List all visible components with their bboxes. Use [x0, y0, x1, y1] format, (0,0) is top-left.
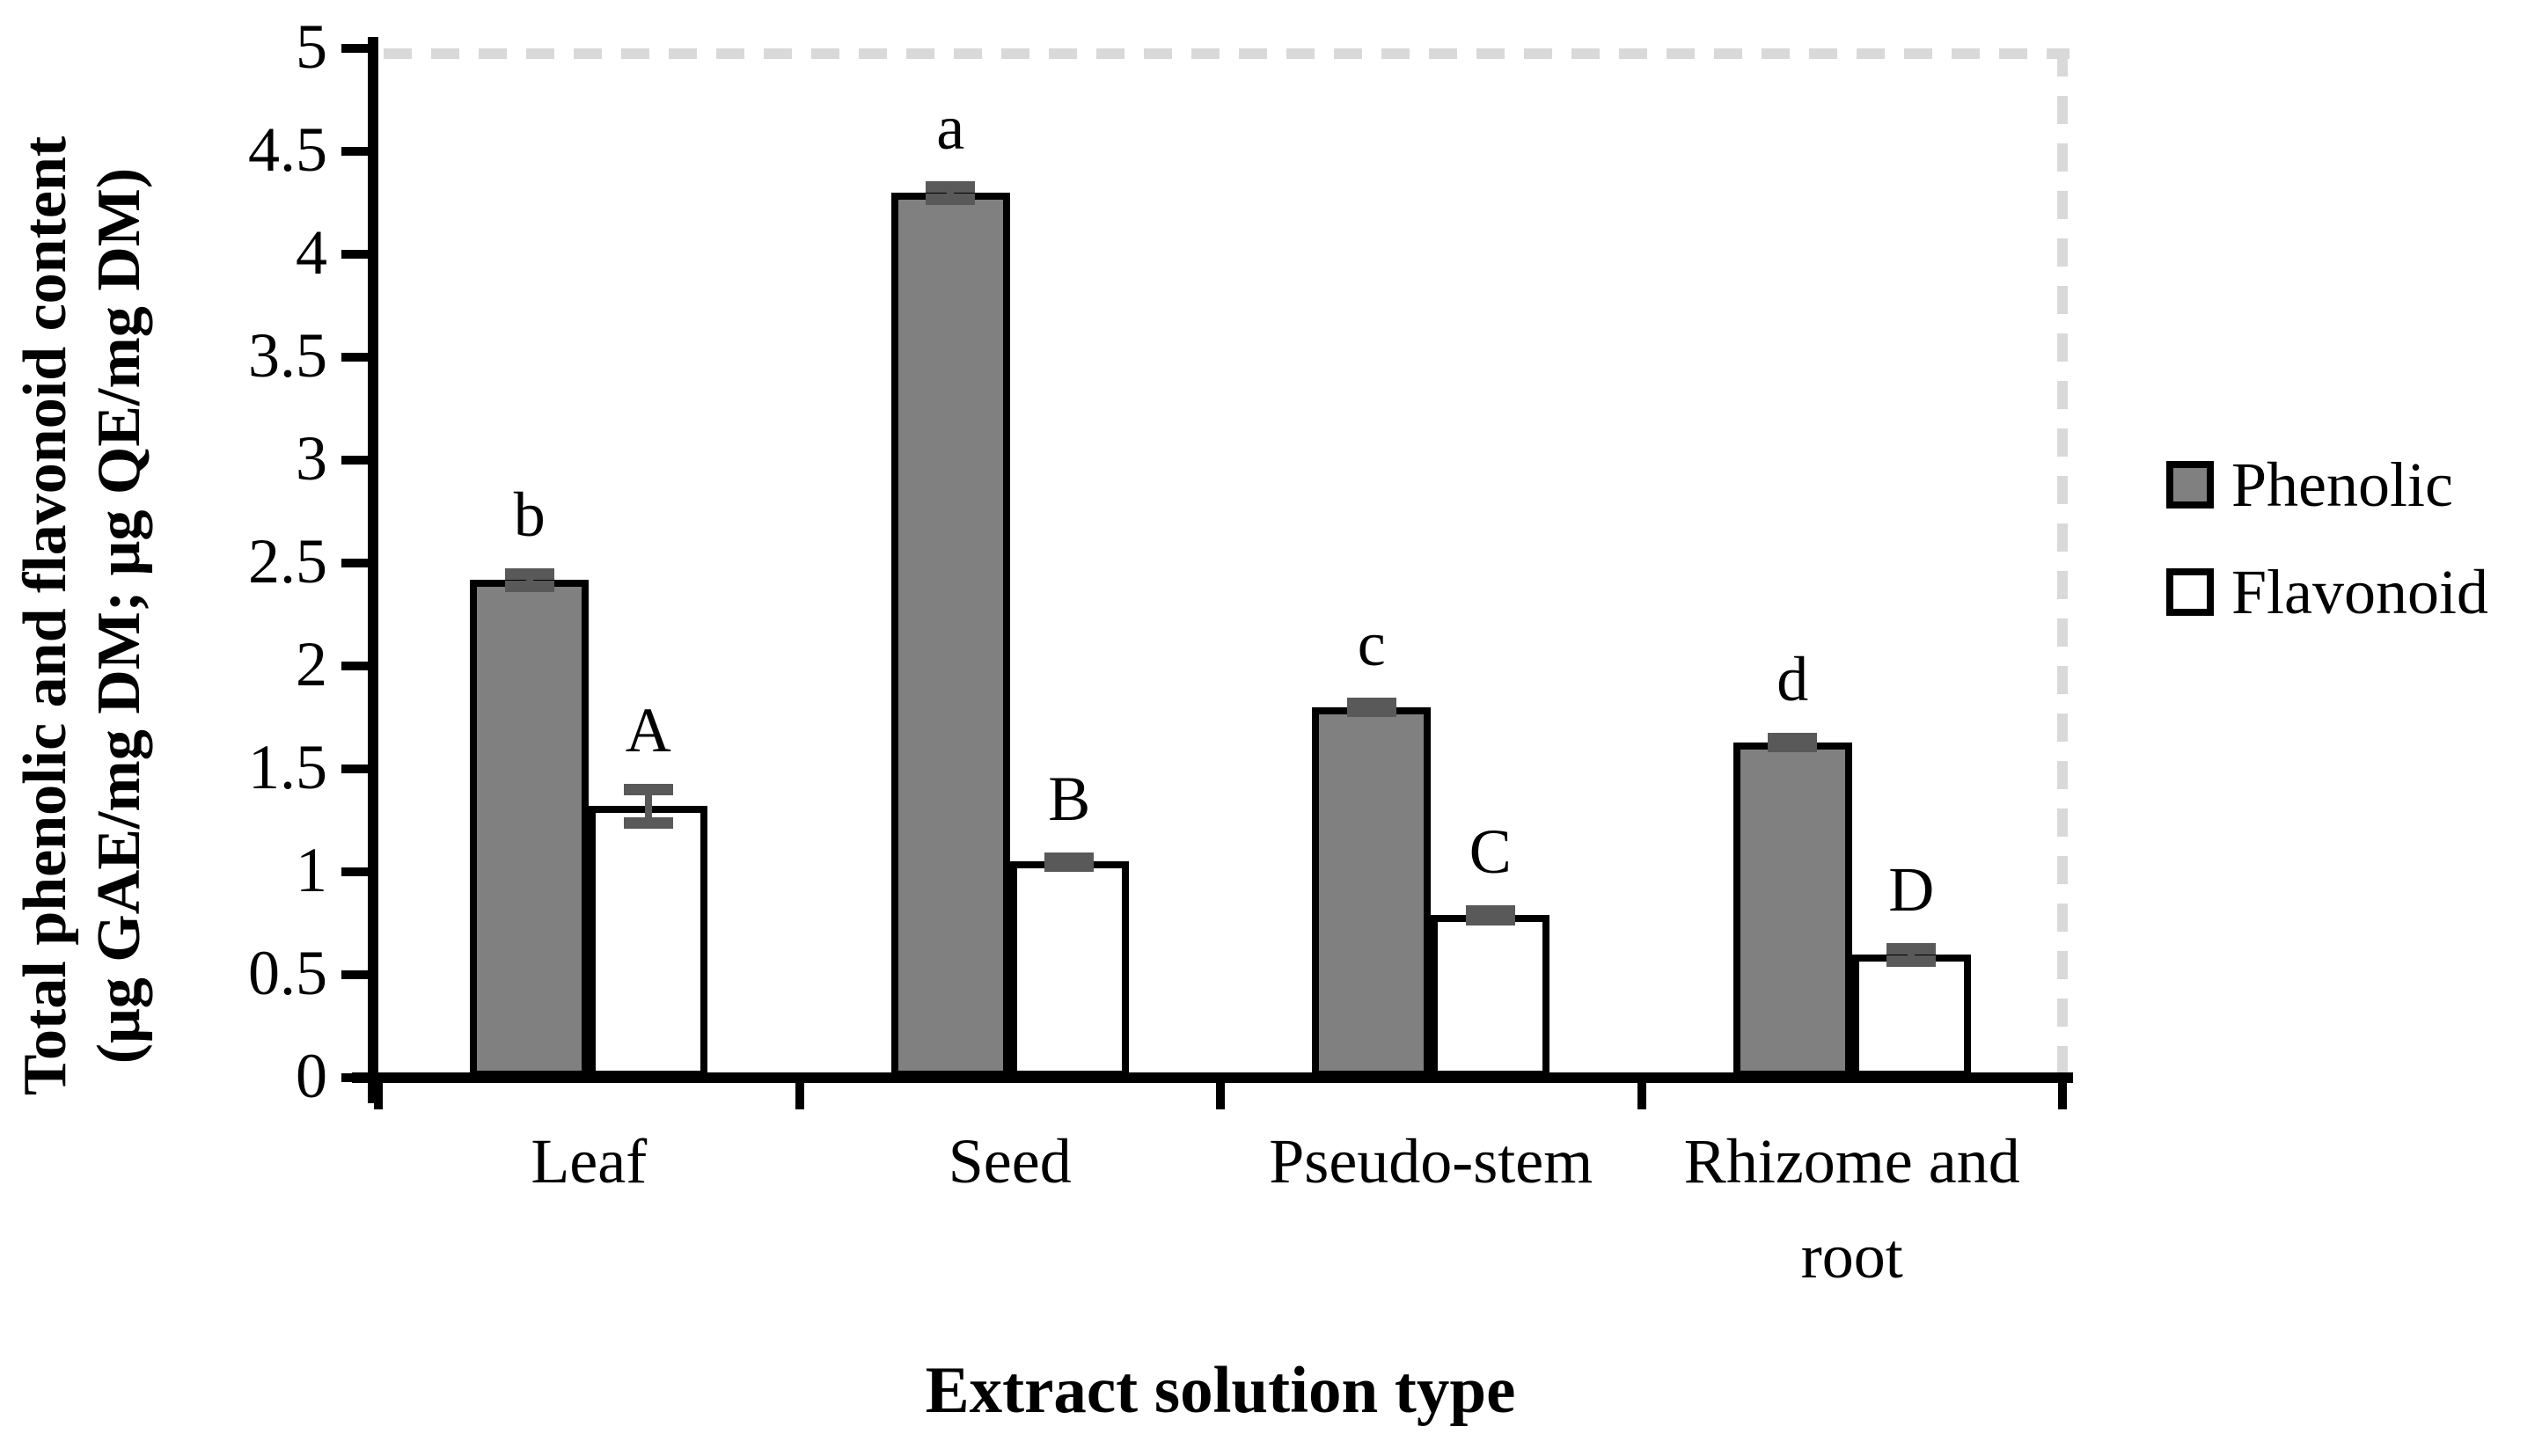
category-label-pseudo-stem: Pseudo-stem — [1269, 1126, 1593, 1196]
error-bar-cap-bottom — [1465, 913, 1515, 926]
category-label-rhizome-and-root: Rhizome and root — [1683, 1126, 2020, 1291]
legend-entry-phenolic: Phenolic — [2166, 453, 2488, 516]
category-label-leaf: Leaf — [531, 1126, 648, 1196]
bar-flavonoid-rhizome-and-root — [1851, 954, 1971, 1078]
error-bar-cap-top — [1886, 942, 1937, 955]
y-axis-tick — [341, 250, 378, 259]
error-bar-cap-bottom — [504, 580, 554, 592]
y-axis-title-line1: Total phenolic and flavonoid content — [11, 135, 79, 1096]
bar-phenolic-seed — [890, 192, 1010, 1078]
y-axis-tick — [341, 147, 378, 156]
y-axis-tick-label: 1 — [296, 834, 327, 905]
error-bar-flavonoid-rhizome-and-root — [1908, 947, 1916, 961]
bar-phenolic-rhizome-and-root — [1733, 742, 1852, 1078]
x-axis-tick — [1637, 1078, 1646, 1109]
error-bar-phenolic-seed — [947, 186, 955, 199]
category-label-seed: Seed — [948, 1126, 1072, 1196]
error-bar-cap-bottom — [623, 816, 673, 829]
error-bar-cap-bottom — [1346, 706, 1396, 718]
y-axis-tick-label: 1.5 — [248, 731, 327, 802]
error-bar-phenolic-leaf — [525, 573, 533, 586]
error-bar-cap-bottom — [926, 193, 976, 205]
y-axis-tick-label: 2.5 — [248, 525, 327, 596]
y-axis-tick-label: 3.5 — [248, 319, 327, 391]
bar-flavonoid-leaf — [589, 806, 708, 1078]
plot-border-right — [2057, 48, 2068, 1083]
significance-letter-phenolic-leaf: b — [513, 479, 546, 550]
error-bar-cap-top — [504, 567, 554, 580]
legend-label-flavonoid: Flavonoid — [2231, 557, 2489, 627]
y-axis-tick-label: 0 — [296, 1040, 327, 1111]
significance-letter-flavonoid-leaf: A — [625, 695, 671, 766]
y-axis-tick — [341, 559, 378, 567]
error-bar-cap-top — [623, 784, 673, 796]
bar-flavonoid-pseudo-stem — [1431, 915, 1550, 1078]
significance-letter-phenolic-pseudo-stem: c — [1357, 609, 1386, 680]
y-axis-tick-label: 5 — [296, 11, 327, 82]
significance-letter-flavonoid-rhizome-and-root: D — [1888, 853, 1935, 925]
y-axis-tick — [341, 867, 378, 876]
plot-border-top — [384, 48, 2069, 59]
significance-letter-flavonoid-pseudo-stem: C — [1469, 816, 1512, 888]
y-axis-tick-label: 4 — [296, 216, 327, 288]
y-axis-tick-label: 4.5 — [248, 113, 327, 185]
y-axis-tick-label: 3 — [296, 422, 327, 494]
error-bar-flavonoid-leaf — [644, 789, 652, 823]
legend-swatch-flavonoid — [2166, 568, 2214, 616]
legend-label-phenolic: Phenolic — [2231, 450, 2453, 520]
y-axis-tick-label: 2 — [296, 628, 327, 699]
error-bar-cap-bottom — [1886, 955, 1937, 967]
legend-entry-flavonoid: Flavonoid — [2166, 560, 2488, 624]
y-axis-tick — [341, 1073, 378, 1082]
y-axis-tick — [341, 456, 378, 465]
x-axis-tick — [795, 1078, 804, 1109]
y-axis-tick — [341, 970, 378, 979]
y-axis-tick — [341, 44, 378, 53]
y-axis-tick — [341, 765, 378, 773]
y-axis-tick — [341, 353, 378, 362]
x-axis-tick — [1216, 1078, 1225, 1109]
legend: Phenolic Flavonoid — [2166, 453, 2488, 668]
bar-flavonoid-seed — [1009, 861, 1129, 1078]
y-axis-tick — [341, 662, 378, 670]
bar-phenolic-leaf — [470, 579, 590, 1078]
error-bar-cap-top — [926, 180, 976, 193]
legend-swatch-phenolic — [2166, 461, 2214, 509]
x-axis-title: Extract solution type — [925, 1354, 1516, 1427]
y-axis-line — [368, 37, 378, 1103]
error-bar-cap-bottom — [1044, 860, 1095, 872]
error-bar-cap-bottom — [1768, 741, 1818, 753]
bar-phenolic-pseudo-stem — [1312, 706, 1432, 1078]
x-axis-tick — [374, 1078, 383, 1109]
y-axis-tick-label: 0.5 — [248, 937, 327, 1008]
x-axis-tick — [2058, 1078, 2067, 1109]
significance-letter-phenolic-rhizome-and-root: d — [1776, 643, 1809, 714]
significance-letter-flavonoid-seed: B — [1048, 763, 1091, 834]
significance-letter-phenolic-seed: a — [936, 91, 965, 163]
